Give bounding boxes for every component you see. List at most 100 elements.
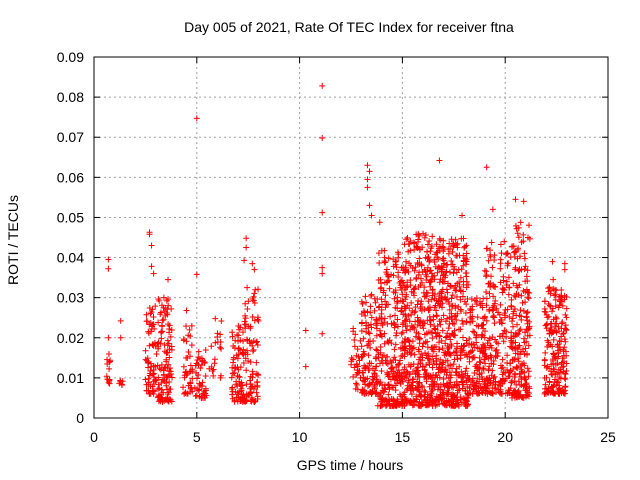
data-point bbox=[228, 374, 235, 381]
data-point bbox=[510, 366, 517, 372]
data-point bbox=[563, 352, 570, 359]
data-point bbox=[394, 249, 401, 256]
data-point bbox=[416, 335, 423, 342]
data-point bbox=[234, 364, 241, 371]
data-point bbox=[199, 383, 206, 390]
data-point bbox=[440, 272, 447, 279]
data-point bbox=[467, 381, 474, 388]
data-point bbox=[485, 257, 492, 264]
data-point bbox=[549, 308, 556, 315]
data-point bbox=[188, 322, 195, 329]
data-point bbox=[182, 369, 189, 376]
data-point bbox=[493, 346, 500, 353]
data-point bbox=[146, 305, 153, 312]
data-point bbox=[457, 296, 464, 303]
data-point bbox=[450, 392, 457, 399]
data-point bbox=[449, 401, 456, 408]
data-point bbox=[478, 389, 485, 396]
data-point bbox=[557, 298, 564, 305]
data-point bbox=[378, 280, 385, 287]
data-point bbox=[401, 366, 408, 373]
data-point bbox=[154, 394, 161, 401]
data-point bbox=[451, 313, 458, 320]
data-point bbox=[412, 333, 419, 340]
data-point bbox=[428, 296, 435, 303]
data-point bbox=[490, 306, 497, 313]
y-tick-label: 0.02 bbox=[57, 330, 84, 346]
data-point bbox=[459, 317, 466, 324]
data-point bbox=[522, 299, 529, 306]
data-point bbox=[508, 392, 515, 399]
data-point bbox=[168, 371, 175, 378]
data-point bbox=[180, 384, 187, 391]
data-point bbox=[495, 309, 502, 316]
data-point bbox=[447, 352, 454, 359]
data-point bbox=[490, 313, 497, 320]
data-point bbox=[361, 365, 368, 372]
data-point bbox=[411, 292, 418, 299]
data-point bbox=[439, 304, 446, 311]
data-point bbox=[466, 358, 473, 365]
data-point bbox=[453, 382, 460, 389]
data-point bbox=[229, 391, 236, 398]
data-point bbox=[243, 244, 250, 251]
data-point bbox=[425, 254, 432, 261]
data-point bbox=[546, 284, 553, 291]
data-point bbox=[458, 368, 465, 375]
data-point bbox=[448, 342, 455, 349]
data-point bbox=[253, 379, 260, 386]
data-point bbox=[366, 366, 373, 373]
data-point bbox=[491, 373, 498, 380]
y-tick-label: 0.03 bbox=[57, 290, 84, 306]
data-point bbox=[395, 323, 402, 330]
data-point bbox=[482, 360, 489, 367]
data-point bbox=[517, 362, 524, 369]
data-point bbox=[402, 335, 409, 342]
data-point bbox=[239, 350, 246, 357]
data-point bbox=[554, 347, 561, 354]
data-point bbox=[551, 292, 558, 299]
data-point bbox=[440, 237, 447, 244]
data-point bbox=[150, 387, 157, 394]
data-point bbox=[358, 343, 365, 350]
data-point bbox=[508, 296, 515, 303]
data-point bbox=[417, 282, 424, 289]
data-point bbox=[400, 378, 407, 385]
data-point bbox=[253, 389, 260, 396]
data-point bbox=[403, 236, 410, 243]
data-point bbox=[368, 324, 375, 331]
data-point bbox=[453, 340, 460, 347]
data-point bbox=[156, 297, 163, 304]
data-point bbox=[157, 366, 164, 373]
data-point bbox=[192, 392, 199, 399]
data-point bbox=[245, 298, 252, 305]
data-point bbox=[507, 360, 514, 367]
data-point bbox=[448, 295, 455, 302]
data-point bbox=[560, 330, 567, 337]
y-tick-label: 0.09 bbox=[57, 49, 84, 65]
data-point bbox=[230, 343, 237, 350]
data-point bbox=[202, 373, 209, 380]
data-point bbox=[436, 157, 443, 164]
data-point bbox=[434, 249, 441, 256]
data-point bbox=[450, 270, 457, 277]
data-point bbox=[403, 316, 410, 323]
data-point bbox=[394, 396, 401, 403]
data-point bbox=[158, 361, 165, 368]
data-point bbox=[143, 311, 150, 318]
data-point bbox=[451, 265, 458, 272]
data-point bbox=[452, 348, 459, 355]
data-point bbox=[235, 322, 242, 329]
data-point bbox=[388, 368, 395, 375]
data-point bbox=[558, 333, 565, 340]
data-point bbox=[163, 349, 170, 356]
data-point bbox=[166, 346, 173, 353]
data-point bbox=[461, 298, 468, 305]
data-point bbox=[169, 374, 176, 381]
data-point bbox=[250, 346, 257, 353]
data-point bbox=[421, 234, 428, 241]
data-point bbox=[425, 372, 432, 379]
data-point bbox=[513, 394, 520, 401]
data-point bbox=[471, 386, 478, 393]
data-point bbox=[522, 288, 529, 295]
